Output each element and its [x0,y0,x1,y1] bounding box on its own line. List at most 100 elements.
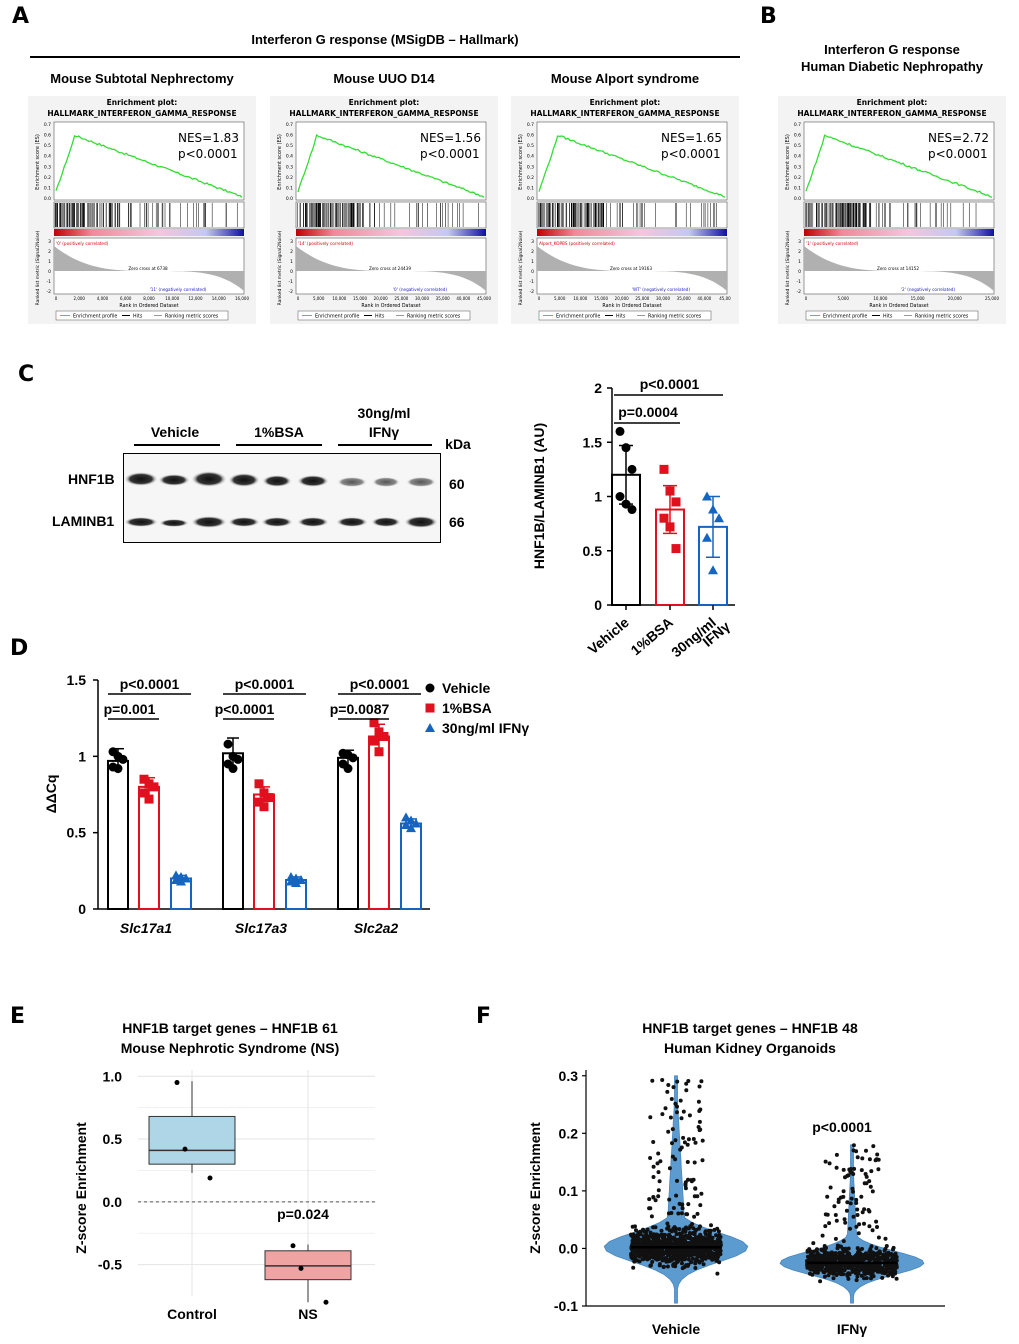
e-y-tick-label: 1.0 [103,1068,123,1084]
d-legend-label-0: Vehicle [442,680,490,696]
d-point [401,812,411,822]
e-annotation: p=0.024 [277,1206,329,1222]
band-hnf1b-9 [406,477,436,487]
gsea-legend-es: Enrichment profile [556,314,600,320]
f-point [859,1194,864,1199]
e-x-label-1: NS [298,1306,317,1322]
f-point [656,1194,661,1199]
gsea-es-tick: 0.5 [44,143,51,149]
gsea-svg-a1: Enrichment plot: HALLMARK_INTERFERON_GAMM… [35,98,249,321]
f-point [886,1253,891,1258]
f-point [700,1158,705,1163]
c-y-tick-label: 2 [594,380,602,396]
f-point [647,1206,652,1211]
gsea-plot-a1: Enrichment plot: HALLMARK_INTERFERON_GAMM… [28,96,256,324]
f-point [834,1273,839,1277]
f-point [851,1214,856,1219]
f-point [851,1189,855,1194]
f-point [845,1200,850,1205]
gsea-pvalue-label: p<0.0001 [178,147,238,161]
f-point [886,1273,891,1278]
gsea-plot-title-line2: HALLMARK_INTERFERON_GAMMA_RESPONSE [797,109,986,118]
f-point [634,1228,638,1233]
gsea-es-axes [295,121,487,201]
f-point [814,1266,819,1271]
f-point [862,1207,867,1212]
f-point [832,1204,837,1209]
f-point [851,1143,856,1148]
gsea-pvalue-label: p<0.0001 [420,147,480,161]
f-violin-0 [603,1075,749,1304]
f-point [839,1272,844,1277]
f-point [822,1247,827,1252]
e-point [290,1243,296,1249]
f-point [693,1228,698,1233]
f-point [667,1166,672,1171]
f-point [678,1098,683,1103]
f-point [702,1242,707,1247]
gsea-metric-tick: 2 [48,249,51,255]
gsea-es-tick: 0.6 [527,133,534,139]
gsea-metric-tick: 2 [531,249,534,255]
gsea-metric-tick: 3 [798,239,801,245]
gsea-svg-a2: Enrichment plot: HALLMARK_INTERFERON_GAMM… [277,98,491,321]
gsea-metric-ylabel: Ranked list metric (Signal2Noise) [518,230,524,305]
gsea-x-tick: 25,000 [394,296,408,301]
f-point [667,1247,671,1252]
d-bar-2-0 [337,756,359,910]
gsea-legend-rank: Ranking metric scores [915,314,969,320]
gsea-nes-label: NES=1.65 [661,131,722,145]
gsea-x-tick: 45,00 [719,296,731,301]
gsea-x-tick: 20,000 [374,296,388,301]
d-legend-label-2: 30ng/ml IFNγ [442,720,529,736]
gsea-metric-tick: -2 [289,289,294,295]
f-point [647,1240,652,1245]
f-point [663,1106,668,1111]
gsea-pvalue-label: p<0.0001 [661,147,721,161]
f-point [668,1115,673,1120]
gsea-x-tick: 10,000 [873,296,887,301]
gsea-zero-cross: Zero cross at 14152 [877,266,919,271]
gsea-x-tick: 45,000 [477,296,491,301]
f-point [869,1264,873,1269]
f-point [637,1254,642,1259]
f-point [671,1085,676,1090]
f-point [712,1227,717,1232]
gsea-legend-rank: Ranking metric scores [165,314,219,320]
gsea-neg-label: '0' (negatively correlated) [393,287,448,292]
f-point [833,1213,838,1217]
f-point [820,1233,825,1238]
f-point [690,1236,695,1241]
f-point [670,1141,674,1146]
gsea-pos-label: Alport_KOPBS (positively correlated) [539,241,615,246]
f-point [850,1186,855,1191]
f-point [854,1278,859,1283]
c-point [702,491,712,501]
f-point [693,1261,698,1266]
gsea-es-curve [297,133,485,198]
f-point [656,1170,661,1175]
f-point [651,1175,656,1179]
f-point [681,1239,686,1244]
d-point [176,876,186,886]
d-point [181,873,191,883]
f-point [655,1161,660,1166]
f-point [867,1179,872,1184]
f-point [666,1083,671,1087]
band-laminb1-4 [228,517,260,527]
f-point [863,1272,868,1276]
gsea-x-tick: 20,000 [948,296,962,301]
d-point [113,764,123,774]
gsea-es-tick: 0.1 [794,185,801,191]
f-point [827,1221,832,1226]
f-point [633,1224,637,1229]
gsea-metric-tick: 1 [798,259,801,265]
c-point [708,565,718,575]
gsea-x-tick: 5,000 [837,296,849,301]
band-hnf1b-2 [158,474,190,486]
gsea-legend-box [55,310,229,321]
gsea-es-tick: 0.2 [286,175,293,181]
blot-row-label-laminb1: LAMINB1 [52,513,115,529]
gsea-es-tick: 0.7 [527,122,534,128]
